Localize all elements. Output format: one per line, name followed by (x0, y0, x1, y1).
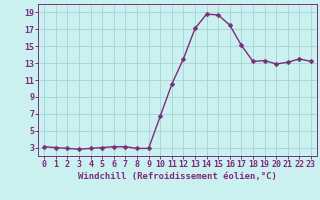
X-axis label: Windchill (Refroidissement éolien,°C): Windchill (Refroidissement éolien,°C) (78, 172, 277, 181)
